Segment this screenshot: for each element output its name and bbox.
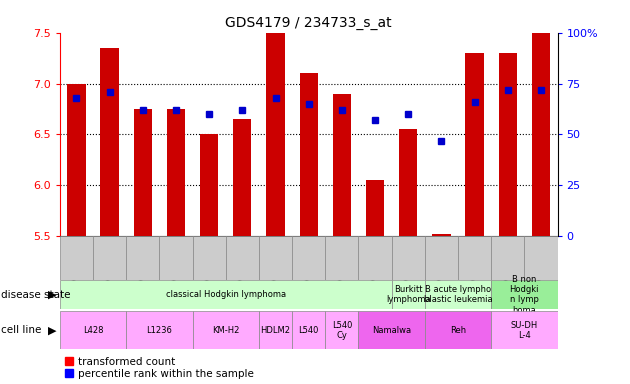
Text: disease state: disease state — [1, 290, 71, 300]
Text: Reh: Reh — [450, 326, 466, 335]
Bar — [392, 280, 425, 309]
Title: GDS4179 / 234733_s_at: GDS4179 / 234733_s_at — [226, 16, 392, 30]
Bar — [524, 236, 558, 280]
Bar — [358, 311, 425, 349]
Bar — [358, 236, 392, 280]
Bar — [60, 311, 126, 349]
Bar — [491, 280, 558, 309]
Text: SU-DH
L-4: SU-DH L-4 — [511, 321, 538, 340]
Bar — [399, 129, 417, 236]
Bar — [458, 236, 491, 280]
Bar — [491, 236, 524, 280]
Bar — [325, 311, 358, 349]
Bar — [466, 53, 484, 236]
Text: L428: L428 — [83, 326, 103, 335]
Bar — [392, 236, 425, 280]
Bar — [425, 311, 491, 349]
Bar — [259, 311, 292, 349]
Bar — [60, 236, 93, 280]
Bar — [126, 311, 193, 349]
Text: L540
Cy: L540 Cy — [331, 321, 352, 340]
Text: KM-H2: KM-H2 — [212, 326, 239, 335]
Bar — [126, 236, 159, 280]
Bar — [300, 73, 318, 236]
Text: cell line: cell line — [1, 325, 42, 335]
Text: classical Hodgkin lymphoma: classical Hodgkin lymphoma — [166, 290, 286, 299]
Text: L540: L540 — [299, 326, 319, 335]
Bar — [159, 236, 193, 280]
Bar — [233, 119, 251, 236]
Text: ▶: ▶ — [49, 290, 57, 300]
Bar — [333, 94, 351, 236]
Bar — [134, 109, 152, 236]
Text: Namalwa: Namalwa — [372, 326, 411, 335]
Bar — [491, 311, 558, 349]
Bar — [425, 236, 458, 280]
Bar — [167, 109, 185, 236]
Bar — [532, 33, 550, 236]
Bar — [60, 280, 392, 309]
Bar — [325, 236, 358, 280]
Bar — [425, 280, 491, 309]
Bar — [259, 236, 292, 280]
Bar — [93, 236, 126, 280]
Bar — [67, 84, 86, 236]
Bar — [366, 180, 384, 236]
Bar — [226, 236, 259, 280]
Legend: transformed count, percentile rank within the sample: transformed count, percentile rank withi… — [65, 357, 253, 379]
Text: B acute lympho
blastic leukemia: B acute lympho blastic leukemia — [424, 285, 492, 305]
Bar — [101, 48, 118, 236]
Text: L1236: L1236 — [146, 326, 173, 335]
Text: HDLM2: HDLM2 — [261, 326, 290, 335]
Text: ▶: ▶ — [49, 325, 57, 335]
Bar — [193, 311, 259, 349]
Bar — [292, 236, 325, 280]
Bar — [266, 33, 285, 236]
Bar — [499, 53, 517, 236]
Bar — [200, 134, 218, 236]
Text: B non
Hodgki
n lymp
homa: B non Hodgki n lymp homa — [510, 275, 539, 315]
Bar — [432, 234, 450, 236]
Text: Burkitt
lymphoma: Burkitt lymphoma — [386, 285, 430, 305]
Bar — [193, 236, 226, 280]
Bar — [292, 311, 325, 349]
